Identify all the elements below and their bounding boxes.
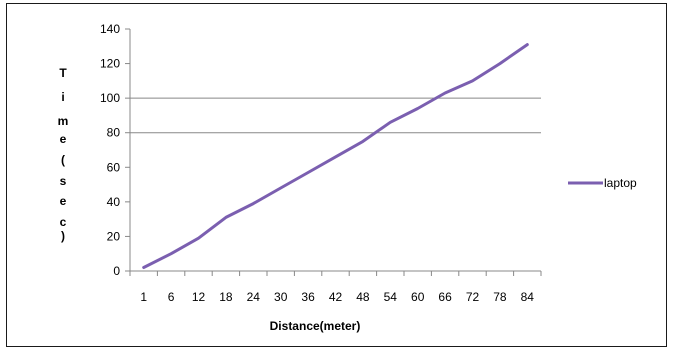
y-axis-title-char: e <box>60 132 67 146</box>
x-tick-label-84: 84 <box>521 290 535 304</box>
gridlines <box>130 97 541 134</box>
x-tick-label-54: 54 <box>384 290 398 304</box>
y-tick-label-60: 60 <box>107 160 121 174</box>
y-tick-label-100: 100 <box>100 91 120 105</box>
legend-label-laptop: laptop <box>604 176 637 190</box>
x-tick-label-72: 72 <box>466 290 480 304</box>
y-axis-title-char: T <box>59 66 67 80</box>
x-tick-label-30: 30 <box>274 290 288 304</box>
y-axis-title-char: s <box>60 174 67 188</box>
x-tick-label-78: 78 <box>493 290 507 304</box>
line-chart: 0 20 40 60 80 100 120 140 1 6 12 18 24 30 36 42 48 54 60 6… <box>58 22 637 333</box>
x-tick-label-18: 18 <box>219 290 233 304</box>
y-axis-title-char: e <box>60 194 67 208</box>
y-tick-label-140: 140 <box>100 22 120 36</box>
y-axis-title-char: ( <box>61 153 65 167</box>
x-tick-label-48: 48 <box>356 290 370 304</box>
x-axis-tick-labels: 1 6 12 18 24 30 36 42 48 54 60 66 72 78 84 <box>140 290 534 304</box>
x-tick-label-12: 12 <box>192 290 206 304</box>
x-tick-label-6: 6 <box>168 290 175 304</box>
y-tick-label-40: 40 <box>107 195 121 209</box>
x-tick-label-1: 1 <box>140 290 147 304</box>
y-axis-title-char: c <box>60 215 67 229</box>
x-tick-label-42: 42 <box>329 290 343 304</box>
axes <box>125 28 542 276</box>
x-tick-label-36: 36 <box>301 290 315 304</box>
y-axis-title-char: m <box>58 114 69 128</box>
y-tick-label-20: 20 <box>107 229 121 243</box>
y-tick-label-0: 0 <box>113 264 120 278</box>
legend: laptop <box>568 176 637 190</box>
y-axis-title-char: ) <box>61 229 65 243</box>
x-tick-label-66: 66 <box>438 290 452 304</box>
x-tick-label-24: 24 <box>247 290 261 304</box>
y-axis-tick-labels: 0 20 40 60 80 100 120 140 <box>100 22 120 278</box>
series-line-laptop <box>142 43 529 269</box>
x-tick-label-60: 60 <box>411 290 425 304</box>
x-axis-title: Distance(meter) <box>270 319 361 333</box>
series-lines <box>142 43 529 269</box>
chart-frame: 0 20 40 60 80 100 120 140 1 6 12 18 24 30 36 42 48 54 60 6… <box>6 3 667 347</box>
y-tick-label-80: 80 <box>107 126 121 140</box>
y-tick-label-120: 120 <box>100 57 120 71</box>
y-axis-title-char: i <box>61 90 64 104</box>
